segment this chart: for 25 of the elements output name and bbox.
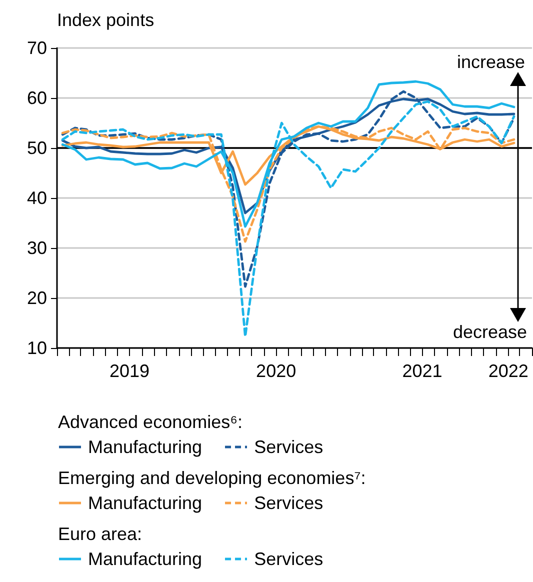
y-tick-label: 50 bbox=[26, 138, 47, 158]
y-tick-label: 30 bbox=[26, 238, 47, 258]
x-tick-label: 2020 bbox=[256, 361, 296, 381]
legend-label: Services bbox=[254, 436, 324, 459]
line-series bbox=[61, 125, 516, 243]
text: Emerging and developing economies⁷: bbox=[58, 467, 366, 490]
x-tick-label: 2022 bbox=[488, 361, 528, 381]
legend-label: Manufacturing bbox=[88, 436, 202, 459]
annotation: decrease bbox=[452, 322, 527, 343]
y-tick-label: 70 bbox=[26, 38, 47, 58]
x-tick-label: 2019 bbox=[109, 361, 150, 381]
line-series bbox=[61, 90, 516, 288]
y-tick-label: 40 bbox=[26, 188, 47, 208]
y-tick-label: 20 bbox=[26, 288, 47, 308]
y-tick-label: 60 bbox=[26, 88, 47, 108]
legend-label: Services bbox=[254, 492, 324, 515]
legend-label: Manufacturing bbox=[88, 492, 202, 515]
y-tick-label: 10 bbox=[26, 338, 47, 358]
x-tick-label: 2021 bbox=[402, 361, 442, 381]
legend-label: Manufacturing bbox=[88, 548, 202, 571]
y-axis-title: Index points bbox=[57, 10, 154, 31]
annotation: increase bbox=[456, 52, 525, 73]
legend-label: Services bbox=[254, 548, 324, 571]
text: Euro area: bbox=[58, 523, 144, 546]
text: Advanced economies⁶: bbox=[58, 411, 244, 434]
